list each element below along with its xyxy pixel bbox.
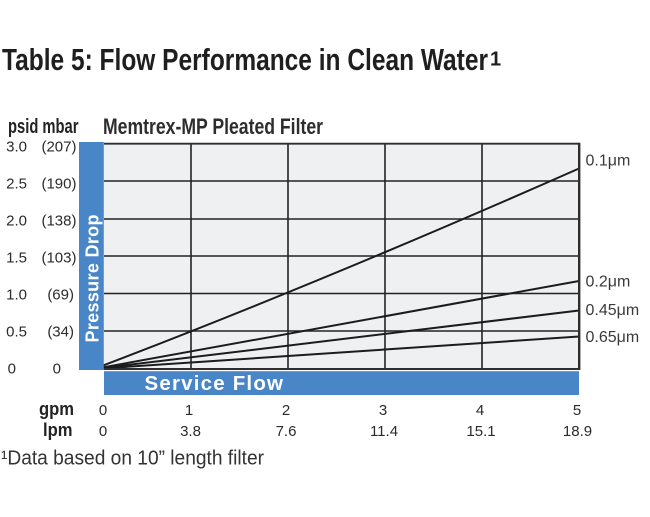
- svg-text:1: 1: [490, 49, 501, 71]
- svg-text:0: 0: [99, 423, 107, 440]
- svg-text:1: 1: [185, 402, 193, 419]
- svg-text:Service Flow: Service Flow: [145, 372, 284, 395]
- svg-text:(69): (69): [47, 287, 74, 304]
- svg-text:0.65μm: 0.65μm: [586, 329, 640, 346]
- svg-text:(190): (190): [41, 176, 76, 193]
- svg-text:1.5: 1.5: [6, 250, 27, 267]
- svg-text:3: 3: [379, 402, 387, 419]
- svg-text:2.0: 2.0: [6, 213, 27, 230]
- svg-text:(207): (207): [41, 139, 76, 156]
- svg-text:Table 5: Flow Performance in C: Table 5: Flow Performance in Clean Water: [2, 42, 488, 77]
- svg-text:Pressure Drop: Pressure Drop: [83, 215, 103, 343]
- svg-text:0.2μm: 0.2μm: [586, 274, 631, 291]
- svg-text:11.4: 11.4: [370, 423, 398, 440]
- svg-text:3.0: 3.0: [6, 139, 27, 156]
- svg-text:0.5: 0.5: [6, 324, 27, 341]
- svg-text:18.9: 18.9: [563, 423, 592, 440]
- svg-text:0.1μm: 0.1μm: [586, 152, 631, 169]
- svg-text:lpm: lpm: [43, 420, 73, 440]
- svg-text:0.45μm: 0.45μm: [586, 302, 640, 319]
- svg-text:1.0: 1.0: [6, 287, 27, 304]
- svg-text:7.6: 7.6: [276, 423, 297, 440]
- svg-text:15.1: 15.1: [466, 423, 495, 440]
- svg-text:psid mbar: psid mbar: [8, 116, 79, 138]
- svg-text:(138): (138): [41, 213, 76, 230]
- svg-text:3.8: 3.8: [180, 423, 201, 440]
- svg-text:(34): (34): [47, 324, 74, 341]
- svg-text:Memtrex-MP Pleated Filter: Memtrex-MP Pleated Filter: [103, 114, 323, 139]
- svg-text:(103): (103): [41, 250, 76, 267]
- svg-text:0: 0: [53, 361, 61, 378]
- svg-text:2.5: 2.5: [6, 176, 27, 193]
- svg-text:2: 2: [282, 402, 290, 419]
- svg-text:gpm: gpm: [39, 399, 74, 419]
- svg-text:0: 0: [99, 402, 107, 419]
- svg-text:4: 4: [476, 402, 484, 419]
- svg-text:¹Data based on 10” length filt: ¹Data based on 10” length filter: [1, 447, 264, 470]
- svg-text:5: 5: [573, 402, 581, 419]
- svg-text:0: 0: [8, 361, 16, 378]
